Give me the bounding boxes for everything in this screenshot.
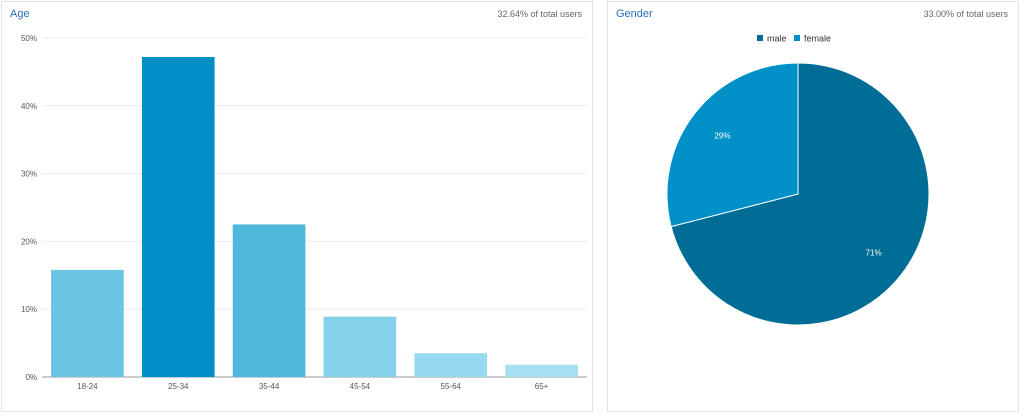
legend-label-female: female [804, 34, 831, 44]
x-tick-label: 45-54 [350, 382, 371, 391]
pie-slice-male [670, 62, 930, 326]
bar-65+ [505, 364, 578, 377]
bar-25-34 [141, 56, 215, 377]
x-tick-label: 55-64 [441, 382, 462, 391]
age-panel: Age 32.64% of total users 0% 10% 20% 30% 40%… [1, 1, 593, 412]
bar-35-44 [232, 224, 306, 377]
gender-panel: Gender 33.00% of total users male female 7… [607, 1, 1019, 412]
gender-pie-chart: male female 71% 29% [666, 34, 930, 326]
pie-value-label-male: 71% [866, 249, 882, 258]
legend-swatch-female [794, 35, 800, 41]
bar-45-54 [323, 316, 397, 377]
age-panel-title: Age [10, 8, 30, 20]
x-tick-label: 18-24 [77, 382, 98, 391]
x-tick-label: 65+ [535, 382, 549, 391]
y-tick-label: 0% [25, 373, 37, 382]
y-tick-label: 30% [21, 170, 37, 179]
x-tick-label: 25-34 [168, 382, 189, 391]
x-tick-label: 35-44 [259, 382, 280, 391]
y-tick-label: 10% [21, 305, 37, 314]
legend-swatch-male [757, 35, 763, 41]
gender-panel-title: Gender [616, 8, 653, 20]
age-bar-chart: 0% 10% 20% 30% 40% 50% 18-24 25-34 35-44 45-54 55-… [21, 34, 587, 391]
age-panel-stat: 32.64% of total users [497, 9, 582, 19]
y-tick-label: 20% [21, 237, 37, 246]
legend-label-male: male [767, 34, 787, 44]
pie-value-label-female: 29% [714, 131, 730, 140]
pie-slice-female [666, 62, 799, 228]
bar-18-24 [51, 269, 124, 377]
gender-panel-stat: 33.00% of total users [923, 9, 1008, 19]
y-tick-label: 40% [21, 102, 37, 111]
y-tick-label: 50% [21, 34, 37, 43]
bar-55-64 [414, 353, 488, 377]
